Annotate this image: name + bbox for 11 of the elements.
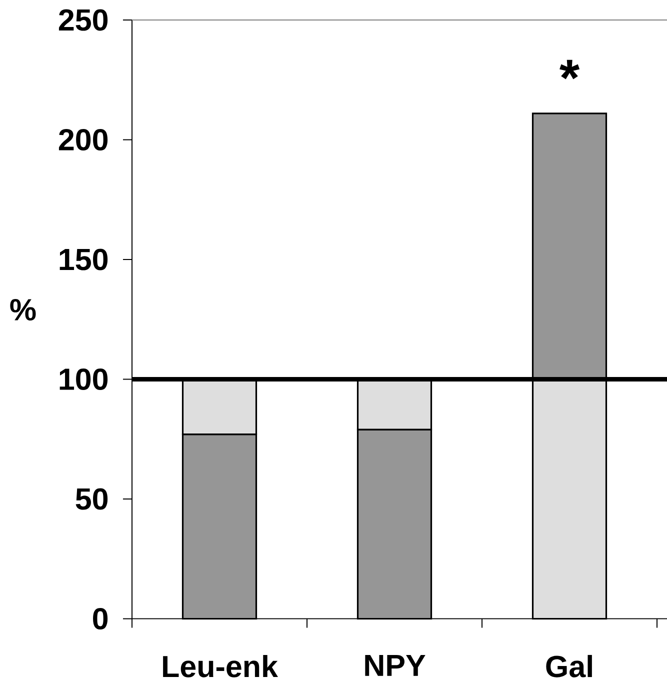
y-tick-label: 50 bbox=[76, 488, 108, 510]
y-axis-title: % bbox=[10, 299, 36, 321]
y-tick-label: 200 bbox=[58, 128, 108, 151]
y-tick-label: 150 bbox=[60, 248, 108, 270]
x-tick-label: Gal bbox=[546, 654, 592, 678]
y-tick-label: 0 bbox=[93, 608, 108, 630]
y-tick-label: 250 bbox=[58, 9, 108, 31]
y-tick-label: 100 bbox=[60, 368, 108, 390]
x-tick-label: Leu-enk bbox=[163, 654, 278, 678]
x-tick-label: NPY bbox=[365, 654, 426, 676]
annotation: * bbox=[560, 60, 580, 80]
